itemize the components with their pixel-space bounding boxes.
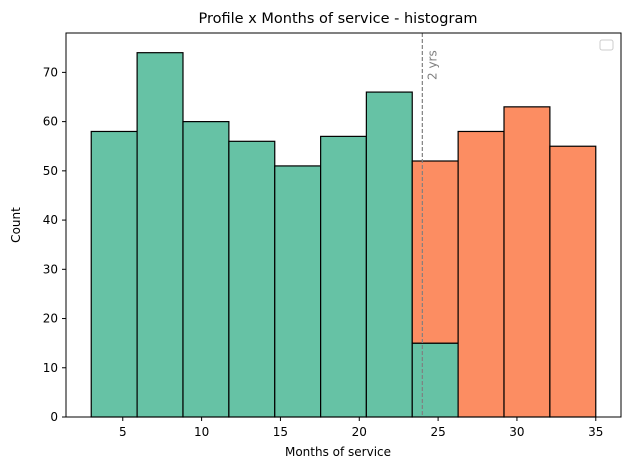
histogram-bar — [320, 135, 367, 418]
y-tick-label: 10 — [43, 361, 58, 375]
reference-line-label: 2 yrs — [425, 50, 439, 80]
y-tick-label: 40 — [43, 213, 58, 227]
legend-box — [599, 39, 614, 51]
reference-line-group: 2 yrs — [421, 33, 439, 417]
histogram-bar — [90, 130, 138, 418]
bars-group — [90, 52, 597, 418]
x-tick-label: 35 — [588, 425, 603, 439]
histogram-bar — [411, 342, 459, 418]
histogram-bar — [274, 165, 322, 418]
x-tick-label: 5 — [119, 425, 127, 439]
histogram-bar — [136, 52, 184, 418]
y-tick-label: 30 — [43, 262, 58, 276]
histogram-bar — [365, 91, 413, 418]
histogram-bar — [411, 160, 459, 344]
x-axis-label: Months of service — [285, 445, 391, 459]
plot-frame — [65, 32, 622, 418]
x-tick-label: 15 — [273, 425, 288, 439]
x-tick-label: 25 — [430, 425, 445, 439]
x-tick-label: 30 — [509, 425, 524, 439]
y-axis-ticks: 0 10 20 30 40 50 60 70 — [43, 65, 66, 424]
histogram-bar — [503, 106, 551, 418]
y-tick-label: 0 — [50, 410, 58, 424]
y-tick-label: 60 — [43, 115, 58, 129]
y-tick-label: 50 — [43, 164, 58, 178]
chart-title: Profile x Months of service - histogram — [199, 11, 478, 27]
x-axis-ticks: 5 10 15 20 25 30 35 — [119, 417, 603, 439]
histogram-bar — [549, 145, 597, 418]
y-tick-label: 20 — [43, 312, 58, 326]
y-axis-label: Count — [9, 207, 23, 243]
x-tick-label: 20 — [352, 425, 367, 439]
histogram-bar — [457, 130, 505, 418]
histogram-bar — [228, 140, 276, 418]
y-tick-label: 70 — [43, 65, 58, 79]
histogram-bar — [182, 121, 230, 418]
x-tick-label: 10 — [194, 425, 209, 439]
